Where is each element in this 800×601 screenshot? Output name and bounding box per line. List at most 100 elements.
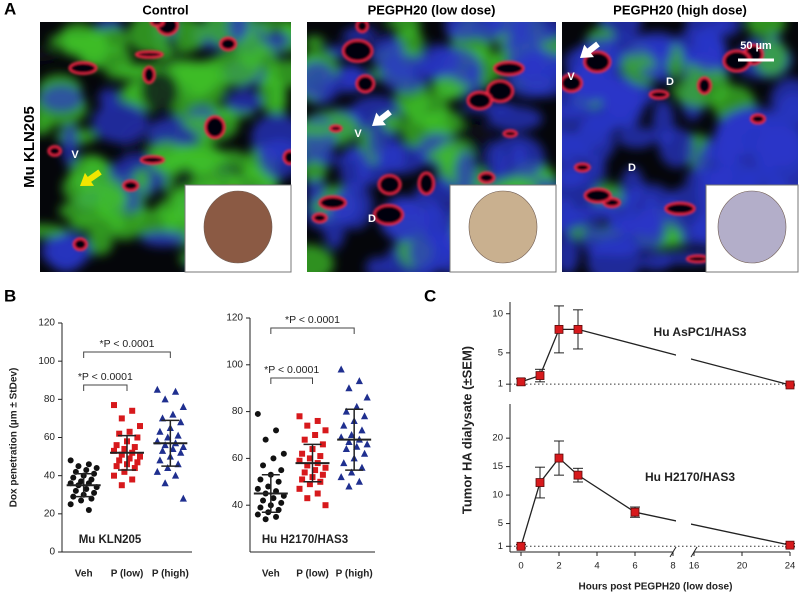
y-tick-label: 60: [44, 432, 56, 443]
data-point: [360, 412, 369, 420]
stain-blob: [61, 121, 78, 167]
data-point: [280, 450, 287, 457]
data-point: [304, 462, 311, 469]
data-point: [111, 472, 117, 479]
arrow-head: [80, 172, 94, 186]
stain-blob: [761, 111, 781, 146]
vessel: [648, 89, 670, 100]
chart-title: Hu H2170/HAS3: [262, 534, 348, 546]
data-point: [171, 471, 180, 479]
stain-blob: [689, 32, 727, 72]
y-tick-label: 15: [492, 461, 503, 472]
vessel: [417, 171, 436, 196]
axis-break-gap: [676, 404, 691, 545]
stain-blob: [267, 33, 291, 47]
stain-blob: [307, 60, 336, 100]
structure-label: V: [354, 128, 362, 140]
stain-blob: [471, 22, 503, 42]
y-tick-label: 60: [232, 453, 244, 464]
stain-blob: [140, 230, 187, 247]
data-point: [785, 540, 795, 550]
data-point: [573, 324, 583, 334]
vessel: [377, 174, 402, 196]
panel-label: C: [424, 286, 436, 305]
stain-blob: [679, 229, 707, 247]
y-tick-label: 10: [492, 490, 503, 501]
data-point: [345, 482, 353, 490]
structure-label: V: [71, 149, 79, 161]
stain-blob: [716, 22, 742, 37]
stain-blob: [98, 88, 120, 108]
data-point: [262, 516, 269, 523]
panel-label: A: [4, 0, 16, 18]
data-point: [126, 428, 133, 435]
vessel: [685, 254, 710, 264]
data-point: [113, 463, 120, 470]
data-point: [131, 465, 138, 472]
stain-blob: [40, 48, 58, 62]
data-point: [67, 457, 74, 464]
x-tick-label: 16: [689, 561, 700, 572]
significance-bracket: [270, 377, 313, 384]
y-tick-label: 100: [38, 356, 55, 367]
arrow-head: [372, 112, 386, 126]
x-tick-label: P (low): [296, 569, 329, 580]
vessel: [318, 195, 347, 211]
stain-blob: [227, 22, 249, 42]
data-point: [554, 453, 564, 463]
data-point: [153, 385, 161, 393]
stain-blob: [658, 127, 696, 168]
data-point: [314, 417, 321, 424]
y-axis-label: Dox penetration (µm ± StDev): [9, 368, 20, 508]
vessel: [664, 201, 696, 216]
data-point: [355, 477, 363, 485]
vessel: [502, 129, 518, 138]
data-point: [75, 463, 82, 470]
stain-blob: [323, 204, 346, 250]
data-point: [322, 464, 329, 471]
data-point: [169, 410, 177, 418]
data-point: [535, 478, 545, 487]
x-tick-label: 24: [785, 561, 796, 572]
data-point: [67, 501, 74, 508]
data-point: [129, 476, 136, 483]
data-point: [355, 377, 363, 385]
y-tick-label: 0: [49, 547, 55, 558]
stain-blob: [519, 49, 550, 62]
stain-blob: [307, 160, 328, 182]
stain-blob: [519, 51, 556, 98]
data-point: [322, 502, 329, 509]
data-point: [260, 497, 267, 504]
vessel: [355, 22, 369, 34]
data-point: [319, 441, 326, 448]
data-point: [129, 407, 136, 414]
data-point: [296, 485, 303, 492]
data-point: [179, 443, 187, 451]
data-point: [161, 441, 169, 449]
data-point: [785, 380, 795, 390]
stain-blob: [583, 88, 604, 104]
row-label: Mu KLN205: [21, 106, 38, 188]
stain-blob: [307, 244, 334, 272]
data-point: [347, 431, 356, 438]
data-point: [358, 426, 366, 434]
data-point: [113, 442, 120, 449]
data-point: [111, 447, 117, 454]
data-point: [342, 407, 350, 415]
y-tick-label: 100: [226, 359, 243, 370]
vessel: [466, 90, 493, 111]
arrow-head: [580, 44, 594, 58]
data-point: [573, 470, 583, 480]
inset-section: [468, 190, 538, 264]
data-point: [312, 467, 319, 474]
data-point: [137, 453, 143, 460]
data-point: [353, 442, 361, 450]
data-point: [347, 468, 356, 476]
data-point: [164, 433, 172, 441]
stain-blob: [430, 75, 461, 102]
x-tick-label: Veh: [75, 569, 93, 580]
vessel: [72, 237, 88, 252]
stain-blob: [620, 166, 644, 207]
stain-blob: [408, 231, 453, 272]
data-point: [91, 489, 98, 496]
